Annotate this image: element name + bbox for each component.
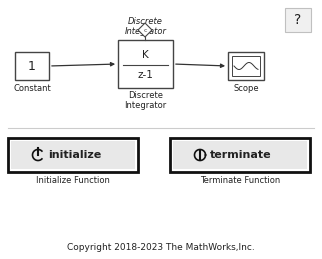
FancyBboxPatch shape <box>11 141 135 169</box>
Text: Terminate Function: Terminate Function <box>200 176 280 185</box>
Text: terminate: terminate <box>210 150 272 160</box>
Text: K: K <box>142 50 149 60</box>
Text: initialize: initialize <box>48 150 101 160</box>
Text: 1: 1 <box>28 60 36 73</box>
Text: z-1: z-1 <box>137 70 154 80</box>
Text: Constant: Constant <box>13 84 51 93</box>
FancyBboxPatch shape <box>118 40 173 88</box>
FancyBboxPatch shape <box>228 52 264 80</box>
FancyBboxPatch shape <box>8 138 138 172</box>
Text: Scope: Scope <box>233 84 259 93</box>
Text: Copyright 2018-2023 The MathWorks,Inc.: Copyright 2018-2023 The MathWorks,Inc. <box>67 243 255 253</box>
Text: Discrete
Integrator: Discrete Integrator <box>124 91 166 110</box>
Text: c: c <box>143 27 147 32</box>
FancyBboxPatch shape <box>170 138 310 172</box>
Text: Initialize Function: Initialize Function <box>36 176 110 185</box>
Text: Discrete
Integrator: Discrete Integrator <box>125 17 166 36</box>
Text: ?: ? <box>294 13 302 27</box>
FancyBboxPatch shape <box>15 52 49 80</box>
Polygon shape <box>138 23 152 37</box>
FancyBboxPatch shape <box>173 141 307 169</box>
FancyBboxPatch shape <box>285 8 311 32</box>
FancyBboxPatch shape <box>232 56 260 76</box>
